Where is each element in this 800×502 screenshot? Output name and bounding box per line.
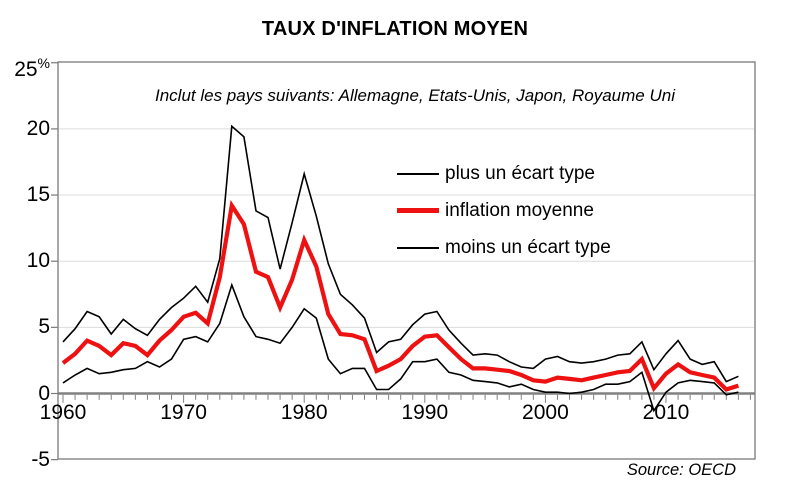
y-tick-label: 10 xyxy=(26,249,50,273)
x-tick-label: 2010 xyxy=(642,401,690,424)
data-series xyxy=(61,124,740,413)
legend-label: plus un écart type xyxy=(445,162,595,184)
y-tick-label: 15 xyxy=(26,183,50,207)
source-label: Source: OECD xyxy=(626,461,736,479)
legend-line-swatch xyxy=(397,208,439,213)
x-tick-label: 1980 xyxy=(280,401,328,424)
y-tick-label: 20 xyxy=(26,116,50,140)
x-tick-label: 1990 xyxy=(401,401,449,424)
legend-label: inflation moyenne xyxy=(445,199,594,221)
moins-ecart-type-line xyxy=(62,282,739,413)
chart-title: TAUX D'INFLATION MOYEN xyxy=(261,18,529,40)
y-tick-label: 0 xyxy=(38,381,50,405)
legend-line-swatch xyxy=(397,172,439,175)
x-tick-label: 1960 xyxy=(39,401,87,424)
legend-line-swatch xyxy=(397,246,439,249)
plus-ecart-type-line xyxy=(62,124,739,383)
y-tick-label: -5 xyxy=(31,447,50,471)
plot-frame xyxy=(57,61,756,460)
chart-legend: plus un écart type inflation moyenne moins… xyxy=(397,155,611,266)
inflation-moyenne-line xyxy=(61,199,740,393)
x-tick-label: 1970 xyxy=(160,401,207,424)
legend-label: moins un écart type xyxy=(445,236,611,258)
chart-subtitle: Inclut les pays suivants: Allemagne, Eta… xyxy=(154,86,675,105)
legend-item: inflation moyenne xyxy=(397,192,611,229)
x-tick-label: 2000 xyxy=(522,401,569,424)
legend-item: plus un écart type xyxy=(397,155,611,192)
legend-item: moins un écart type xyxy=(397,229,611,266)
y-tick-label: 5 xyxy=(38,315,50,339)
y-tick-label: 25% xyxy=(14,54,50,81)
axis-ticks xyxy=(51,62,751,461)
